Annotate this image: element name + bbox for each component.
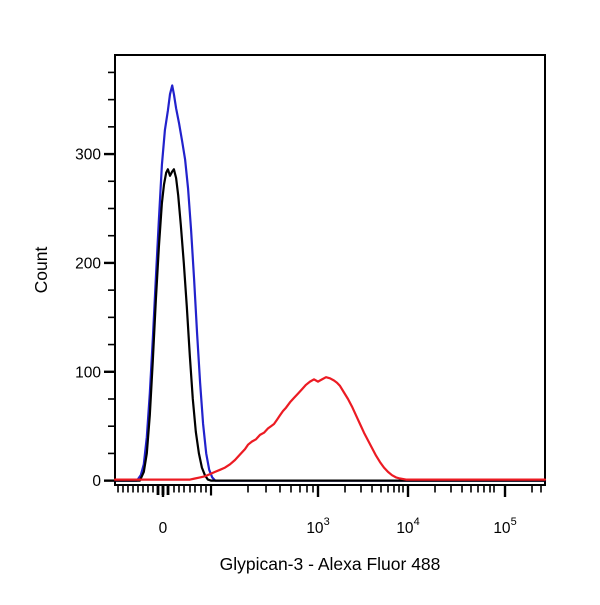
y-axis-title: Count (31, 247, 51, 294)
x-axis-ticks (117, 486, 542, 497)
y-tick-label: 300 (75, 147, 101, 164)
plot-border (114, 54, 546, 486)
y-tick-label: 0 (92, 473, 101, 490)
x-tick-label: 103 (306, 516, 329, 537)
blue-curve (113, 84, 547, 482)
y-tick-label: 100 (75, 364, 101, 381)
y-axis-ticks (104, 71, 114, 482)
x-tick-label: 105 (493, 516, 516, 537)
x-tick-label: 0 (159, 520, 168, 537)
red-curve (113, 376, 547, 481)
y-axis-tick-labels: 0 100 200 300 (75, 147, 101, 491)
x-axis-title: Glypican-3 - Alexa Fluor 488 (220, 554, 441, 574)
y-tick-label: 200 (75, 255, 101, 272)
black-curve (113, 168, 547, 482)
histogram-curves (113, 84, 547, 482)
x-tick-label: 104 (396, 516, 419, 537)
x-axis-tick-labels: 0 103 104 105 (159, 516, 517, 537)
